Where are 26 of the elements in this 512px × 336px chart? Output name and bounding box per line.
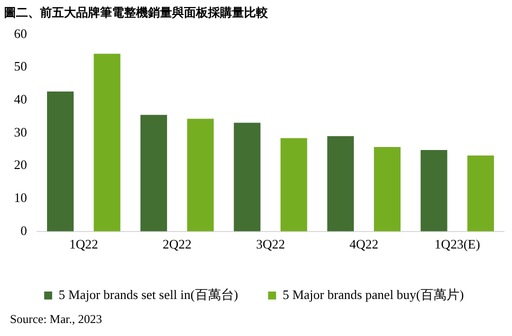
x-tick-label: 2Q22	[162, 236, 192, 252]
bar	[94, 54, 120, 232]
y-tick-label: 0	[20, 222, 27, 238]
y-tick-label: 60	[14, 26, 27, 41]
source-note: Source: Mar., 2023	[10, 312, 102, 327]
x-tick-label: 1Q23(E)	[434, 236, 480, 252]
y-tick-label: 30	[14, 124, 27, 140]
bar	[467, 156, 494, 232]
x-tick-label: 1Q22	[69, 236, 98, 252]
bar	[420, 150, 448, 232]
legend-label: 5 Major brands set sell in(百萬台)	[58, 286, 238, 302]
y-tick-label: 20	[14, 157, 27, 172]
legend-label: 5 Major brands panel buy(百萬片)	[282, 286, 464, 302]
bar	[280, 138, 308, 232]
y-tick-label: 10	[14, 190, 27, 205]
bar	[234, 122, 260, 232]
chart-title: 圖二、前五大品牌筆電整機銷量與面板採購量比較	[4, 5, 269, 20]
bar	[374, 147, 401, 232]
bar	[327, 136, 354, 232]
y-tick-label: 50	[14, 58, 27, 74]
x-tick-label: 3Q22	[256, 236, 285, 252]
bar	[47, 92, 74, 232]
bar	[140, 114, 168, 232]
x-tick-label: 4Q22	[349, 236, 378, 252]
y-tick-label: 40	[14, 91, 27, 106]
bar	[187, 118, 214, 232]
